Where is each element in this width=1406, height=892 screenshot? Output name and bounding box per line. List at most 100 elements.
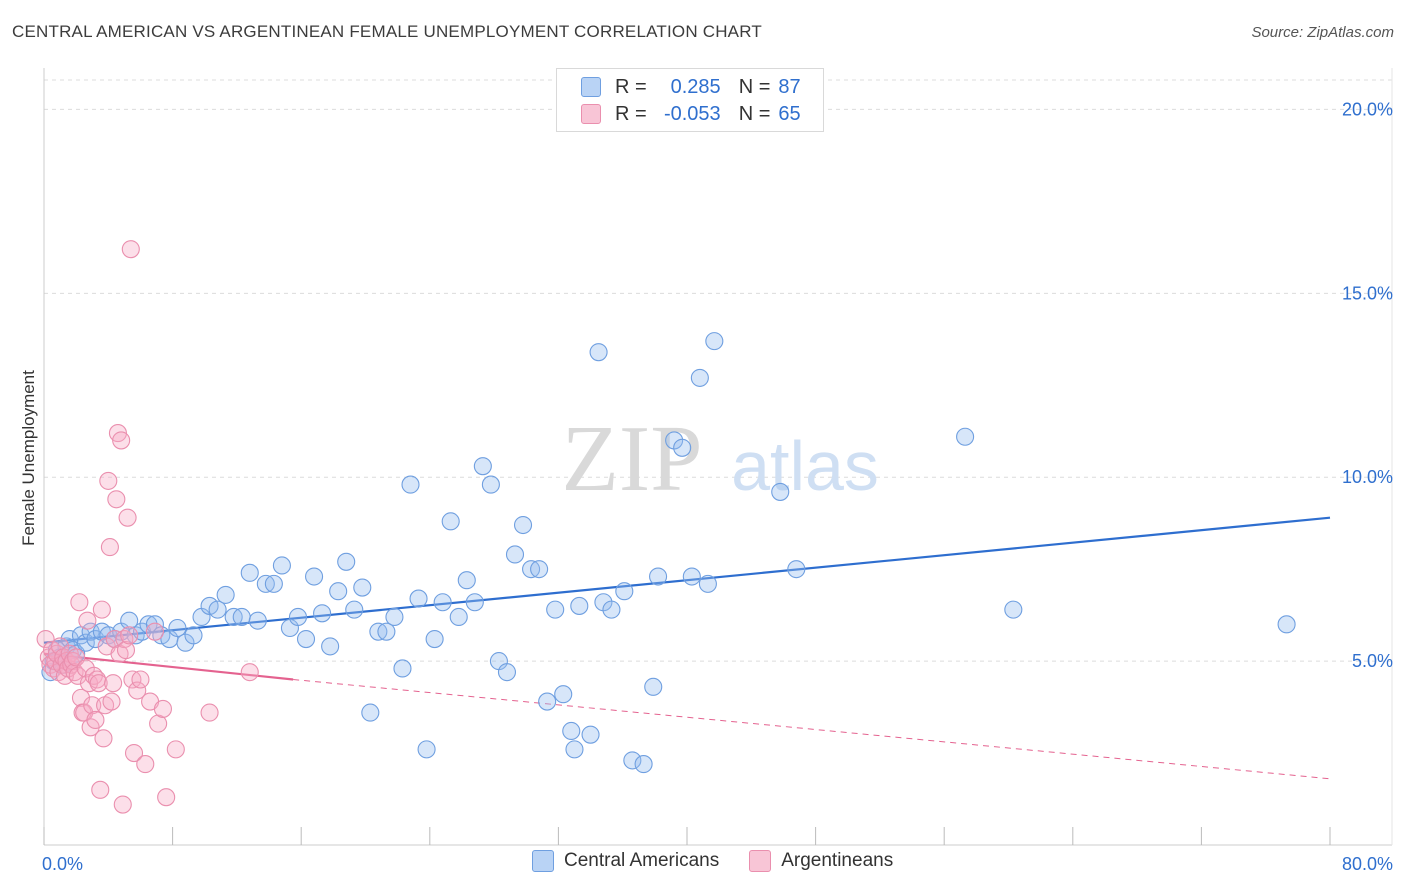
data-point	[644, 677, 663, 696]
data-point	[105, 629, 124, 649]
watermark-atlas: atlas	[731, 427, 879, 505]
data-point	[313, 604, 332, 623]
data-point	[565, 740, 584, 759]
data-point	[118, 508, 137, 527]
data-point	[321, 637, 340, 656]
data-point	[345, 600, 364, 619]
data-point	[208, 600, 227, 619]
data-point	[104, 674, 123, 693]
data-point	[337, 552, 356, 571]
data-point	[76, 633, 95, 652]
data-point	[353, 578, 372, 597]
data-point	[264, 574, 283, 593]
data-point	[288, 607, 308, 627]
data-point	[139, 615, 158, 634]
data-point	[124, 744, 144, 763]
data-point	[615, 582, 634, 601]
legend-r-label: R =	[615, 75, 647, 98]
data-point	[121, 240, 140, 259]
y-tick-label: 20.0%	[1342, 99, 1393, 119]
source-credit: Source: ZipAtlas.com	[1251, 24, 1394, 41]
legend-n-label: N =	[738, 75, 771, 98]
chart-title: CENTRAL AMERICAN VS ARGENTINEAN FEMALE U…	[12, 22, 762, 41]
legend-n-value: 87	[778, 75, 801, 98]
data-point	[91, 780, 110, 799]
data-point	[70, 593, 89, 612]
data-point	[581, 725, 600, 744]
data-point	[102, 692, 121, 711]
data-point	[623, 751, 642, 770]
data-point	[393, 659, 412, 678]
watermark: ZIP atlas	[562, 407, 879, 511]
data-point	[497, 663, 517, 682]
legend-swatch-blue	[581, 77, 601, 97]
data-point	[149, 714, 168, 733]
data-point	[100, 538, 119, 557]
data-point	[128, 681, 147, 700]
data-point	[1004, 600, 1023, 619]
data-point	[530, 560, 549, 579]
series-legend-central-americans: Central Americans	[532, 850, 719, 872]
data-point	[216, 585, 235, 604]
data-point	[200, 703, 219, 722]
data-point	[157, 788, 176, 807]
data-point	[457, 571, 476, 590]
trend-line-central-americans	[43, 516, 1331, 644]
data-point	[240, 663, 259, 682]
y-tick-label: 5.0%	[1352, 651, 1393, 671]
legend-r-label: R =	[615, 102, 647, 125]
legend-row-argentineans: R = -0.053 N = 65	[581, 102, 801, 126]
data-point	[166, 740, 185, 759]
data-points	[36, 240, 1296, 814]
watermark-zip: ZIP	[562, 407, 703, 511]
data-point	[145, 615, 164, 634]
series-name: Central Americans	[564, 850, 720, 871]
series-swatch-pink	[749, 850, 772, 872]
data-point	[272, 556, 291, 575]
data-point	[184, 626, 203, 645]
data-point	[86, 710, 105, 730]
data-point	[83, 696, 102, 715]
data-point	[409, 589, 428, 608]
data-point	[240, 563, 259, 582]
data-point	[602, 600, 621, 619]
data-point	[329, 582, 348, 601]
data-point	[113, 795, 132, 814]
data-point	[589, 343, 608, 362]
legend-swatch-pink	[581, 104, 601, 124]
x-tick-label: 0.0%	[42, 854, 83, 874]
data-point	[538, 692, 557, 711]
data-point	[505, 545, 525, 564]
data-point	[473, 457, 492, 476]
data-point	[956, 427, 975, 446]
data-point	[481, 475, 500, 494]
data-point	[385, 607, 404, 627]
data-point	[36, 629, 55, 649]
data-point	[131, 670, 150, 689]
data-point	[361, 703, 380, 722]
correlation-legend: R = 0.285 N = 87 R = -0.053 N = 65	[556, 68, 824, 132]
data-point	[92, 600, 111, 619]
data-point	[94, 729, 113, 748]
data-point	[120, 626, 139, 645]
series-central-americans	[41, 332, 1296, 774]
data-point	[634, 755, 653, 774]
data-point	[1277, 615, 1296, 634]
trend-lines	[43, 516, 1331, 780]
legend-r-value: -0.053	[663, 102, 721, 125]
series-legend: Central Americans Argentineans	[532, 850, 923, 872]
legend-n-value: 65	[778, 102, 801, 125]
data-point	[682, 567, 701, 586]
legend-r-value: 0.285	[670, 75, 721, 98]
data-point	[71, 688, 91, 707]
series-legend-argentineans: Argentineans	[749, 850, 893, 872]
data-point	[698, 574, 717, 593]
legend-row-central-americans: R = 0.285 N = 87	[581, 75, 801, 99]
data-point	[705, 332, 724, 351]
data-point	[649, 567, 668, 586]
data-point	[305, 567, 324, 586]
data-point	[441, 512, 460, 531]
tick-labels: 5.0% 10.0% 15.0% 20.0% 0.0% 80.0%	[42, 99, 1393, 874]
data-point	[546, 600, 565, 619]
